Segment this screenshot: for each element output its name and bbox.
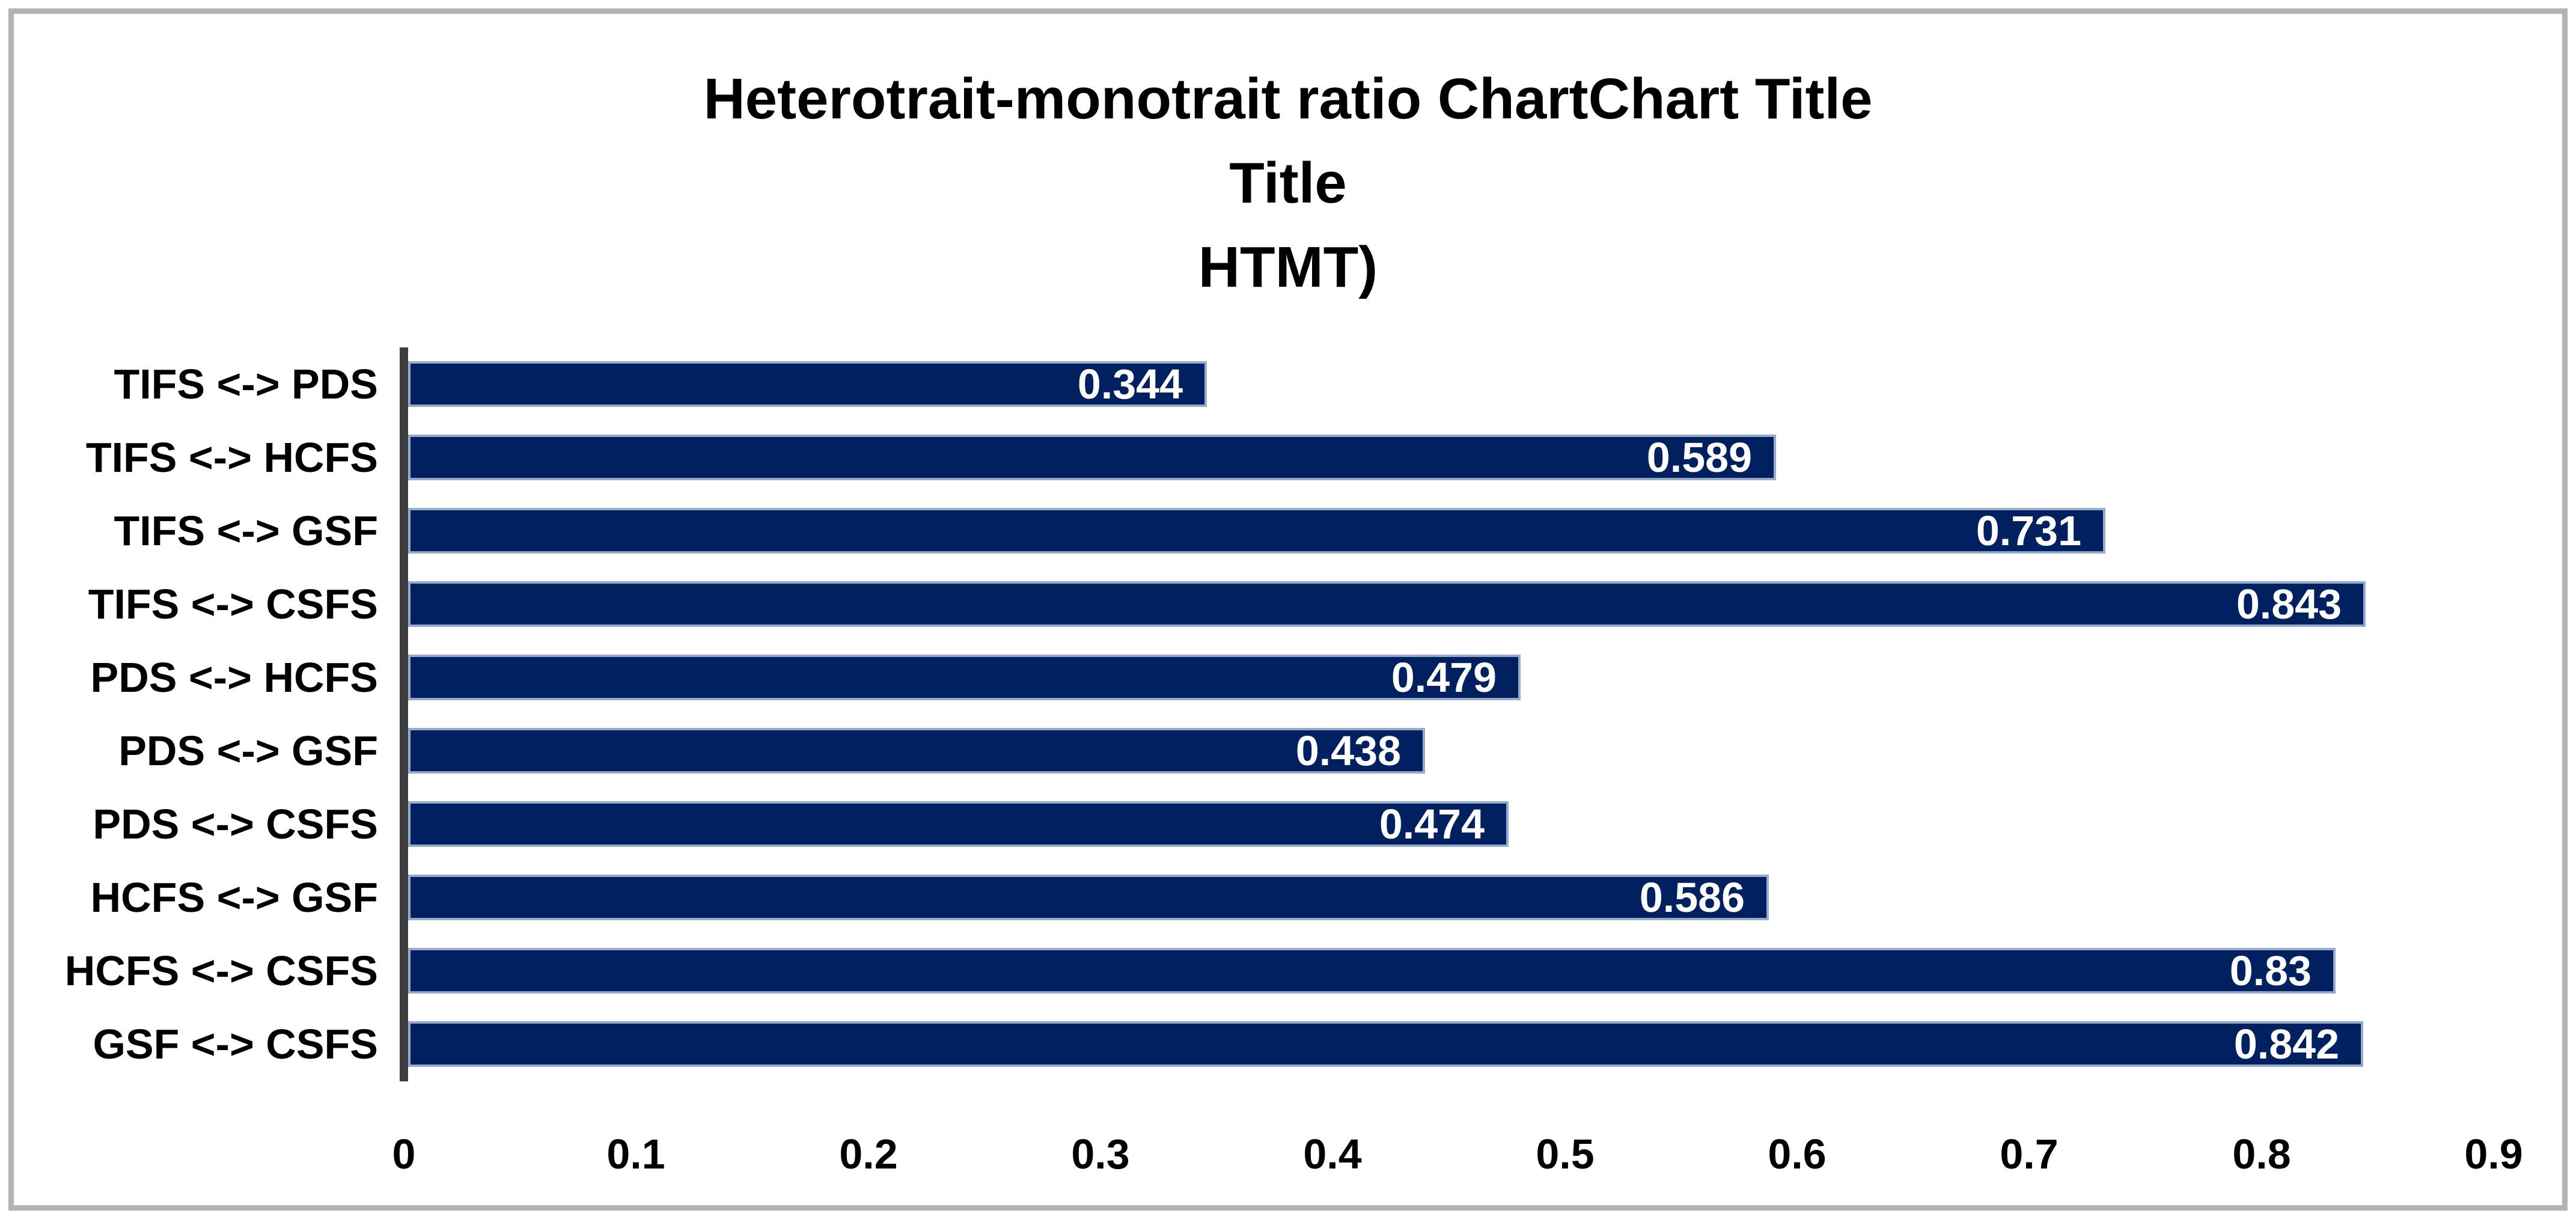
category-label: HCFS <-> CSFS (64, 947, 378, 994)
x-tick-label: 0.9 (2464, 1131, 2523, 1178)
bar-row: 0.438 (408, 714, 2498, 787)
bar-row: 0.731 (408, 494, 2498, 567)
bar: 0.438 (408, 727, 1425, 774)
category-label: PDS <-> GSF (118, 727, 378, 774)
bar: 0.344 (408, 361, 1207, 408)
bar-value-label: 0.842 (2233, 1021, 2339, 1068)
category-label: TIFS <-> CSFS (88, 581, 378, 628)
bar-row: 0.479 (408, 641, 2498, 714)
bar-value-label: 0.83 (2229, 947, 2312, 994)
category-label: PDS <-> HCFS (90, 654, 378, 701)
bar: 0.589 (408, 434, 1776, 481)
bar: 0.83 (408, 947, 2336, 994)
bar-row: 0.842 (408, 1007, 2498, 1081)
x-tick-label: 0 (392, 1131, 416, 1178)
x-tick-label: 0.7 (2000, 1131, 2059, 1178)
category-label: TIFS <-> GSF (114, 507, 378, 554)
category-axis-labels: TIFS <-> PDS TIFS <-> HCFS TIFS <-> GSF TIF… (14, 347, 378, 1081)
category-label: PDS <-> CSFS (93, 801, 378, 848)
bar-row: 0.589 (408, 421, 2498, 494)
x-tick-label: 0.6 (1768, 1131, 1827, 1178)
category-label: TIFS <-> PDS (114, 361, 378, 408)
bar-value-label: 0.438 (1295, 727, 1401, 774)
bar-row: 0.344 (408, 347, 2498, 421)
x-tick-label: 0.1 (606, 1131, 665, 1178)
x-axis-tick-labels: 0 0.1 0.2 0.3 0.4 0.5 0.6 0.7 0.8 0.9 (392, 1127, 2523, 1181)
y-axis-line (400, 347, 408, 1081)
bar-row: 0.83 (408, 934, 2498, 1007)
bar-value-label: 0.344 (1077, 361, 1183, 408)
bar-value-label: 0.474 (1379, 801, 1485, 848)
category-label: HCFS <-> GSF (90, 874, 378, 921)
bar-value-label: 0.731 (1976, 507, 2081, 554)
bar: 0.479 (408, 654, 1521, 701)
plot-area: Heterotrait-monotrait ratio ChartChart T… (14, 14, 2562, 1205)
bar-value-label: 0.586 (1639, 874, 1745, 921)
x-tick-label: 0.5 (1536, 1131, 1595, 1178)
chart-title: Heterotrait-monotrait ratio ChartChart T… (703, 67, 1873, 299)
bar-value-label: 0.589 (1646, 434, 1752, 481)
category-label: TIFS <-> HCFS (85, 434, 378, 481)
bar-value-label: 0.843 (2236, 581, 2342, 628)
bar-row: 0.843 (408, 567, 2498, 641)
bar: 0.731 (408, 507, 2105, 554)
chart-frame: Heterotrait-monotrait ratio ChartChart T… (8, 8, 2568, 1211)
bar: 0.842 (408, 1021, 2363, 1068)
bar-row: 0.586 (408, 861, 2498, 934)
bar: 0.843 (408, 581, 2366, 628)
category-label: GSF <-> CSFS (93, 1021, 378, 1068)
bar-value-label: 0.479 (1391, 654, 1497, 701)
bar-row: 0.474 (408, 787, 2498, 861)
bars-container: 0.344 0.589 0.731 0.843 0.479 0.438 0.474 0.586… (408, 347, 2498, 1081)
x-tick-label: 0.3 (1071, 1131, 1130, 1178)
x-tick-label: 0.4 (1303, 1131, 1362, 1178)
bar: 0.474 (408, 801, 1509, 848)
bar: 0.586 (408, 874, 1769, 921)
x-tick-label: 0.8 (2232, 1131, 2291, 1178)
x-tick-label: 0.2 (839, 1131, 898, 1178)
